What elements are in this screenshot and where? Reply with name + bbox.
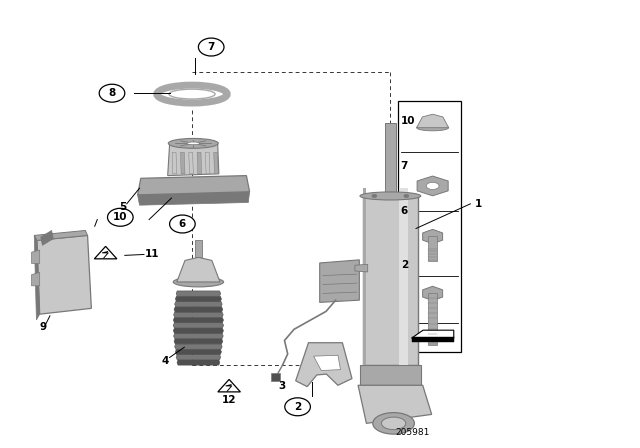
Ellipse shape	[187, 142, 200, 145]
Bar	[428, 293, 437, 345]
Ellipse shape	[360, 192, 421, 200]
Polygon shape	[168, 142, 219, 176]
Polygon shape	[412, 330, 454, 338]
Polygon shape	[422, 229, 443, 244]
Polygon shape	[296, 343, 352, 387]
Polygon shape	[355, 264, 367, 272]
Ellipse shape	[417, 125, 449, 131]
Polygon shape	[172, 152, 177, 174]
Circle shape	[285, 398, 310, 416]
Polygon shape	[417, 114, 449, 128]
Ellipse shape	[168, 138, 218, 148]
Polygon shape	[35, 230, 88, 241]
Bar	[385, 123, 396, 196]
Text: 11: 11	[145, 250, 159, 259]
Polygon shape	[175, 349, 221, 354]
Bar	[412, 337, 454, 342]
Polygon shape	[180, 152, 185, 174]
Bar	[399, 189, 408, 365]
Bar	[428, 236, 437, 261]
Polygon shape	[37, 236, 92, 314]
Circle shape	[99, 84, 125, 102]
Text: 6: 6	[401, 206, 408, 215]
Polygon shape	[173, 328, 223, 333]
Polygon shape	[417, 176, 448, 196]
Polygon shape	[177, 257, 220, 282]
Polygon shape	[174, 307, 223, 312]
Polygon shape	[364, 196, 417, 365]
Text: 2: 2	[401, 260, 408, 270]
Ellipse shape	[169, 89, 215, 99]
Text: 8: 8	[108, 88, 116, 98]
Bar	[195, 240, 202, 257]
Polygon shape	[320, 260, 360, 302]
Polygon shape	[173, 318, 223, 323]
Polygon shape	[138, 176, 250, 195]
Text: 6: 6	[179, 219, 186, 229]
Polygon shape	[138, 192, 250, 205]
Circle shape	[372, 194, 377, 198]
Text: 9: 9	[40, 322, 47, 332]
Polygon shape	[31, 272, 40, 286]
Text: 4: 4	[161, 356, 169, 366]
Polygon shape	[189, 152, 193, 174]
Circle shape	[108, 208, 133, 226]
Polygon shape	[360, 365, 421, 385]
Polygon shape	[94, 246, 117, 259]
Text: 10: 10	[401, 116, 415, 126]
Text: 7: 7	[207, 42, 215, 52]
Polygon shape	[175, 344, 222, 349]
Polygon shape	[177, 360, 220, 365]
Ellipse shape	[372, 413, 415, 434]
Circle shape	[198, 38, 224, 56]
Polygon shape	[214, 152, 218, 174]
Text: 12: 12	[222, 395, 236, 405]
Text: 2: 2	[294, 402, 301, 412]
Polygon shape	[205, 152, 210, 174]
Polygon shape	[175, 302, 222, 307]
Polygon shape	[197, 152, 202, 174]
Circle shape	[170, 215, 195, 233]
Polygon shape	[175, 296, 221, 302]
Polygon shape	[35, 236, 40, 320]
Polygon shape	[422, 286, 443, 301]
Bar	[271, 373, 280, 381]
Polygon shape	[218, 379, 241, 392]
Ellipse shape	[381, 417, 406, 430]
Text: 1: 1	[475, 199, 483, 209]
Bar	[398, 101, 461, 352]
Circle shape	[404, 194, 409, 198]
Bar	[364, 189, 367, 365]
Polygon shape	[31, 250, 40, 263]
Polygon shape	[173, 333, 223, 339]
Text: 5: 5	[119, 202, 127, 212]
Polygon shape	[176, 354, 221, 360]
Polygon shape	[314, 355, 340, 370]
Ellipse shape	[173, 277, 223, 287]
Polygon shape	[41, 230, 53, 246]
Polygon shape	[174, 339, 223, 344]
Polygon shape	[358, 385, 432, 423]
Text: 10: 10	[113, 212, 127, 222]
Text: 7: 7	[401, 161, 408, 171]
Text: 3: 3	[278, 381, 285, 391]
Ellipse shape	[426, 182, 439, 190]
Polygon shape	[173, 323, 223, 328]
Polygon shape	[173, 312, 223, 318]
Polygon shape	[176, 291, 221, 296]
Text: 205981: 205981	[396, 428, 430, 437]
